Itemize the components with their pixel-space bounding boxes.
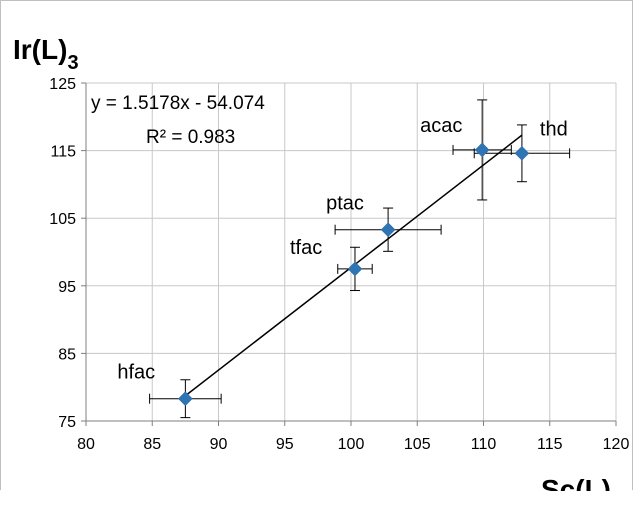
r-squared-label: R² = 0.983 — [146, 127, 235, 148]
y-axis-title-main: Ir(L) — [13, 34, 67, 65]
y-tick-label: 105 — [49, 211, 76, 228]
y-axis-title-sub: 3 — [67, 52, 78, 74]
y-tick-label: 85 — [58, 346, 76, 363]
point-label-ptac: ptac — [326, 193, 364, 215]
x-tick-label: 115 — [537, 436, 563, 453]
y-tick-label: 125 — [49, 76, 76, 93]
data-point-thd — [514, 145, 530, 161]
data-points — [178, 142, 530, 407]
y-tick-label: 115 — [50, 144, 76, 161]
x-tick-label: 105 — [404, 436, 431, 453]
point-label-acac: acac — [420, 115, 462, 137]
grid — [85, 82, 617, 422]
data-point-tfac — [347, 261, 363, 277]
data-point-acac — [474, 142, 490, 158]
chart-frame: hfac tfac ptac acac thd 80 85 90 95 100 105 110 115… — [0, 0, 633, 491]
x-tick-label: 95 — [276, 436, 294, 453]
x-tick-label: 85 — [143, 436, 161, 453]
point-label-hfac: hfac — [117, 362, 155, 384]
x-tick-label: 80 — [77, 436, 95, 453]
x-tick-label: 120 — [603, 436, 630, 453]
y-tick-label: 75 — [58, 414, 76, 431]
x-axis-title-main: Sc(L) — [541, 474, 611, 491]
y-tick-label: 95 — [58, 279, 76, 296]
x-tick-label: 110 — [471, 436, 497, 453]
tick-labels: 80 85 90 95 100 105 110 115 120 75 85 95 105 115 125 — [49, 76, 629, 453]
x-tick-label: 90 — [210, 436, 228, 453]
data-point-ptac — [380, 222, 396, 238]
point-label-tfac: tfac — [290, 237, 322, 259]
x-axis-title: Sc(L)3 — [541, 474, 622, 491]
x-tick-label: 100 — [338, 436, 365, 453]
data-point-hfac — [178, 391, 193, 407]
trendline-equation: y = 1.5178x - 54.074 — [91, 93, 265, 114]
axes — [81, 82, 617, 426]
y-axis-title: Ir(L)3 — [13, 34, 79, 74]
point-label-thd: thd — [540, 118, 568, 140]
